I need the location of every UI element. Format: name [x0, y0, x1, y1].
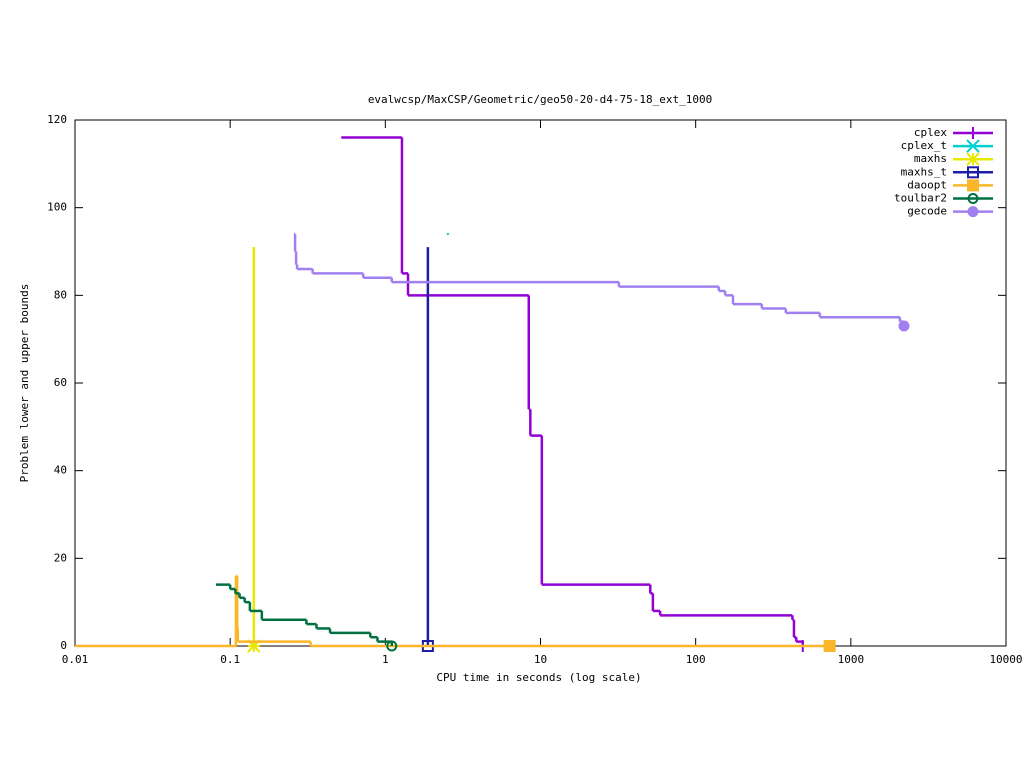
- y-tick-label: 0: [60, 639, 67, 652]
- marker-shape: [386, 640, 398, 652]
- marker: [967, 166, 979, 179]
- plot-frame: [74, 119, 1007, 647]
- marker: [967, 206, 979, 218]
- x-tick-label: 10000: [989, 653, 1022, 666]
- marker: [966, 139, 980, 153]
- legend-label: maxhs: [914, 152, 947, 165]
- marker: [898, 320, 910, 332]
- marker: [823, 640, 836, 652]
- x-tick-label: 0.01: [62, 653, 89, 666]
- x-tick-label: 0.1: [220, 653, 240, 666]
- legend-label: cplex: [914, 126, 947, 139]
- legend-label: daoopt: [907, 178, 947, 191]
- marker: [967, 127, 979, 139]
- x-tick-label: 100: [686, 653, 706, 666]
- x-tick-label: 1000: [838, 653, 865, 666]
- x-tick-label: 10: [534, 653, 547, 666]
- y-tick-label: 100: [47, 201, 67, 214]
- marker-stroke: [966, 152, 980, 166]
- legend-label: toulbar2: [894, 192, 947, 205]
- y-tick-label: 20: [54, 551, 67, 564]
- x-axis-label: CPU time in seconds (log scale): [436, 671, 641, 684]
- chart-title: evalwcsp/MaxCSP/Geometric/geo50-20-d4-75…: [368, 93, 712, 106]
- marker-shape: [967, 166, 979, 179]
- marker: [966, 152, 980, 166]
- x-tick-label: 1: [382, 653, 389, 666]
- legend-label: gecode: [907, 205, 947, 218]
- marker-shape: [967, 206, 979, 218]
- marker-shape: [967, 179, 979, 192]
- marker: [386, 640, 398, 652]
- y-tick-label: 60: [54, 376, 67, 389]
- marker-shape: [898, 320, 910, 332]
- y-tick-label: 120: [47, 113, 67, 126]
- y-tick-label: 80: [54, 288, 67, 301]
- marker: [967, 179, 979, 192]
- marker-shape: [967, 193, 979, 204]
- marker-shape: [823, 640, 836, 652]
- y-tick-label: 40: [54, 464, 67, 477]
- marker: [967, 193, 979, 204]
- legend-label: cplex_t: [901, 139, 947, 152]
- y-axis-label: Problem lower and upper bounds: [18, 284, 31, 483]
- legend-label: maxhs_t: [901, 165, 947, 178]
- point: [446, 232, 449, 235]
- marker-stroke: [966, 139, 980, 153]
